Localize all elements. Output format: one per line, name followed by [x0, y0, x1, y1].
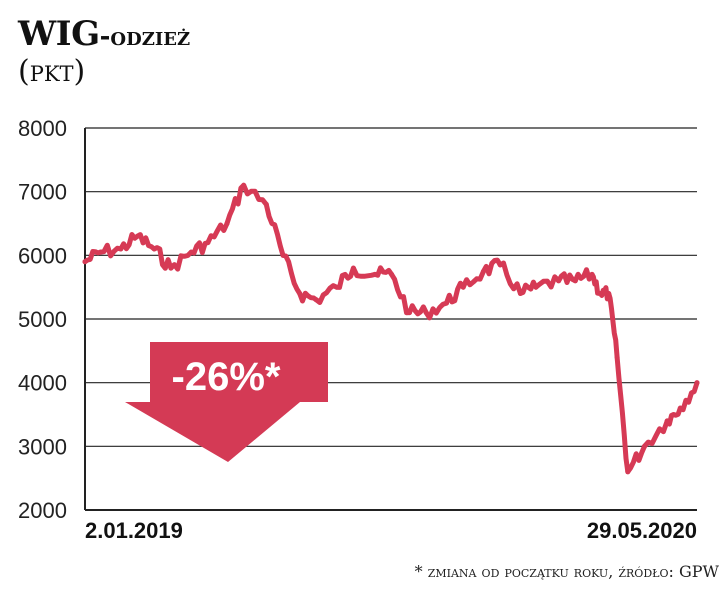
data-point — [533, 284, 539, 290]
data-point — [118, 246, 124, 252]
data-point — [188, 249, 194, 255]
chart-title-main: WIG — [18, 14, 100, 54]
y-tick-label: 5000 — [18, 307, 67, 332]
data-point — [205, 240, 211, 246]
data-point — [642, 443, 647, 449]
data-point — [625, 469, 631, 475]
y-tick-label: 2000 — [18, 498, 67, 523]
data-point — [389, 271, 395, 277]
y-tick-label: 6000 — [18, 243, 67, 268]
data-point — [372, 271, 378, 277]
data-point — [597, 291, 603, 296]
data-point — [334, 284, 340, 290]
source-footnote: * zmiana od początku roku, źródło: GPW — [414, 562, 719, 581]
chart-unit-label: (pkt) — [18, 54, 86, 89]
data-point — [589, 271, 595, 277]
data-point — [664, 418, 670, 424]
change-annotation: -26%* — [172, 355, 281, 399]
data-point — [135, 233, 140, 239]
y-tick-label: 7000 — [18, 180, 67, 205]
chart-title-suffix: -odzież — [99, 22, 191, 52]
data-point — [313, 297, 319, 303]
data-point — [82, 259, 88, 265]
data-point — [151, 246, 157, 252]
data-point — [224, 221, 230, 226]
data-point — [444, 300, 449, 306]
data-point — [168, 265, 174, 271]
data-point — [350, 265, 356, 271]
data-point — [297, 291, 303, 296]
data-point — [241, 182, 247, 188]
chart-title: WIG-odzież — [18, 14, 190, 54]
y-tick-label: 4000 — [18, 371, 67, 396]
data-point — [606, 291, 612, 296]
data-point — [481, 268, 486, 274]
data-point — [280, 252, 286, 258]
data-point — [614, 354, 620, 360]
data-point — [263, 201, 269, 207]
y-tick-label: 3000 — [18, 434, 67, 459]
data-point — [423, 310, 429, 316]
data-point — [677, 405, 683, 411]
x-start-label: 2.01.2019 — [85, 518, 183, 543]
data-point — [572, 278, 578, 284]
data-point — [556, 278, 562, 284]
data-point — [497, 262, 503, 268]
x-end-label: 29.05.2020 — [587, 518, 697, 543]
y-tick-label: 8000 — [18, 116, 67, 141]
data-point — [98, 249, 103, 255]
change-arrow — [125, 342, 328, 462]
data-point — [517, 291, 523, 296]
data-point — [460, 284, 466, 290]
data-point — [694, 380, 700, 386]
data-point — [407, 310, 412, 316]
